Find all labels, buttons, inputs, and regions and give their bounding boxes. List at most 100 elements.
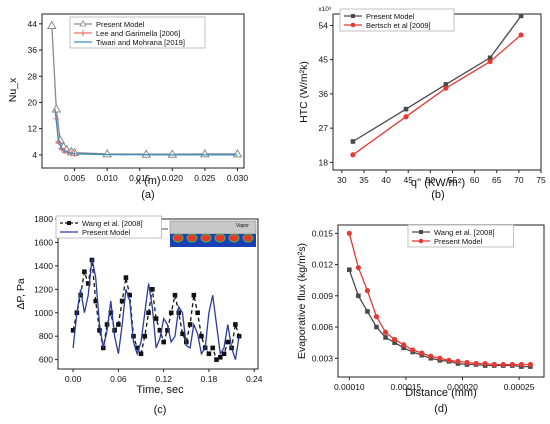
y-tick-label: 1600 [34, 237, 53, 247]
legend-marker [79, 20, 87, 27]
inset-bubble [214, 233, 226, 243]
y-tick-label: 44 [28, 19, 38, 29]
legend-marker [418, 238, 424, 244]
data-point [365, 309, 370, 314]
inset-label: Vapor [236, 223, 249, 229]
x-tick-label: 0.020 [162, 173, 184, 183]
y-tick-label: 1200 [34, 284, 53, 294]
x-tick-label: 0.24 [246, 374, 263, 384]
data-point [221, 351, 227, 357]
data-point [233, 322, 238, 327]
data-point [142, 333, 148, 339]
inset-bubble [242, 233, 254, 243]
legend-marker [351, 14, 355, 18]
y-tick-label: 27 [319, 123, 329, 133]
x-tick-label: 0.18 [201, 374, 218, 384]
y-axis-label: Nu_x [7, 77, 19, 102]
x-tick-label: 50 [426, 175, 436, 185]
series-line [54, 108, 238, 156]
data-point [97, 328, 102, 333]
series-line [348, 233, 531, 366]
y-tick-label: 0.006 [312, 322, 334, 332]
legend-marker [350, 22, 356, 28]
data-point [346, 230, 352, 236]
data-point [78, 292, 83, 298]
data-point [374, 324, 379, 330]
y-tick-label: 0.009 [312, 291, 334, 301]
data-point [176, 310, 182, 316]
x-tick-label: 0.00025 [504, 382, 535, 392]
chart-panel-a: 0.005 0.010 0.015 0.020 0.025 0.030 4 12 20 28 36 4… [7, 13, 248, 201]
data-point [138, 351, 144, 357]
legend-label: Present Model [366, 12, 415, 21]
data-point [446, 357, 452, 363]
legend-c: Wang et al. [2008]Present Model [55, 215, 162, 239]
data-point [518, 13, 524, 19]
data-point [487, 55, 493, 61]
x-axis-label: Time, sec [136, 384, 184, 396]
x-tick-label: 40 [381, 175, 391, 185]
data-point [356, 293, 361, 299]
legend-label: Present Model [96, 20, 145, 29]
series-d-1 [346, 230, 534, 368]
y-axis-label: HTC (W/m²k) [298, 61, 310, 123]
series-b-0 [350, 13, 524, 144]
data-point [104, 322, 110, 327]
data-point [210, 345, 216, 351]
data-point [93, 298, 99, 304]
x-tick-label: 35 [359, 175, 369, 185]
legend-d: Wang et al. [2008]Present Model [407, 224, 514, 248]
data-point [116, 322, 121, 327]
legend-box [69, 16, 206, 49]
data-point [187, 322, 193, 327]
data-point [443, 82, 449, 87]
data-point [127, 292, 132, 298]
legend-box [55, 215, 162, 239]
legend-label: Wang et al. [2008] [434, 228, 495, 237]
y-axis-label: Evaporative flux (kg/m²s) [296, 243, 308, 359]
y-tick-label: 1400 [34, 261, 53, 271]
data-point [403, 106, 409, 112]
x-tick-label: 0.005 [64, 173, 86, 183]
x-tick-label: 0.00 [65, 374, 82, 384]
legend-label: Wang et al. [2008] [82, 219, 143, 228]
legend-label: Present Model [434, 237, 483, 246]
x-tick-label: 0.00010 [334, 382, 365, 392]
x-axis-label: q'' (KW/m²) [411, 177, 465, 189]
data-point [191, 292, 197, 298]
data-point [146, 310, 151, 316]
x-tick-label: 0.00015 [391, 382, 422, 392]
data-point [195, 310, 200, 316]
y-tick-label: 18 [319, 157, 329, 167]
y-tick-label: 0.015 [312, 228, 334, 238]
data-point [455, 358, 461, 364]
y-axis-label: ΔP, Pa [15, 278, 27, 310]
data-point [527, 361, 534, 368]
y-tick-label: 0.012 [312, 260, 334, 270]
series-c-1 [72, 258, 240, 360]
legend-box [407, 224, 514, 248]
data-point [482, 360, 488, 367]
y-tick-label: 0.003 [312, 353, 334, 363]
legend-marker [80, 30, 86, 36]
data-point [150, 287, 155, 292]
legend-label: Lee and Garimella [2006] [96, 29, 180, 38]
data-point [46, 20, 57, 29]
legend-label: Bertsch et al [2009] [366, 21, 431, 30]
data-point [347, 267, 352, 273]
y-tick-label: 800 [39, 331, 53, 341]
data-point [518, 361, 524, 368]
data-point [391, 336, 398, 343]
subcaption: (c) [154, 404, 167, 416]
data-point [214, 357, 219, 362]
x-tick-label: 0.025 [194, 173, 216, 183]
plot-frame [41, 13, 245, 169]
x-tick-label: 0.00020 [447, 382, 478, 392]
data-point [364, 287, 371, 294]
data-point [401, 345, 406, 351]
series-b-1 [350, 32, 524, 158]
data-point [180, 331, 185, 337]
y-tick-label: 28 [28, 71, 38, 81]
